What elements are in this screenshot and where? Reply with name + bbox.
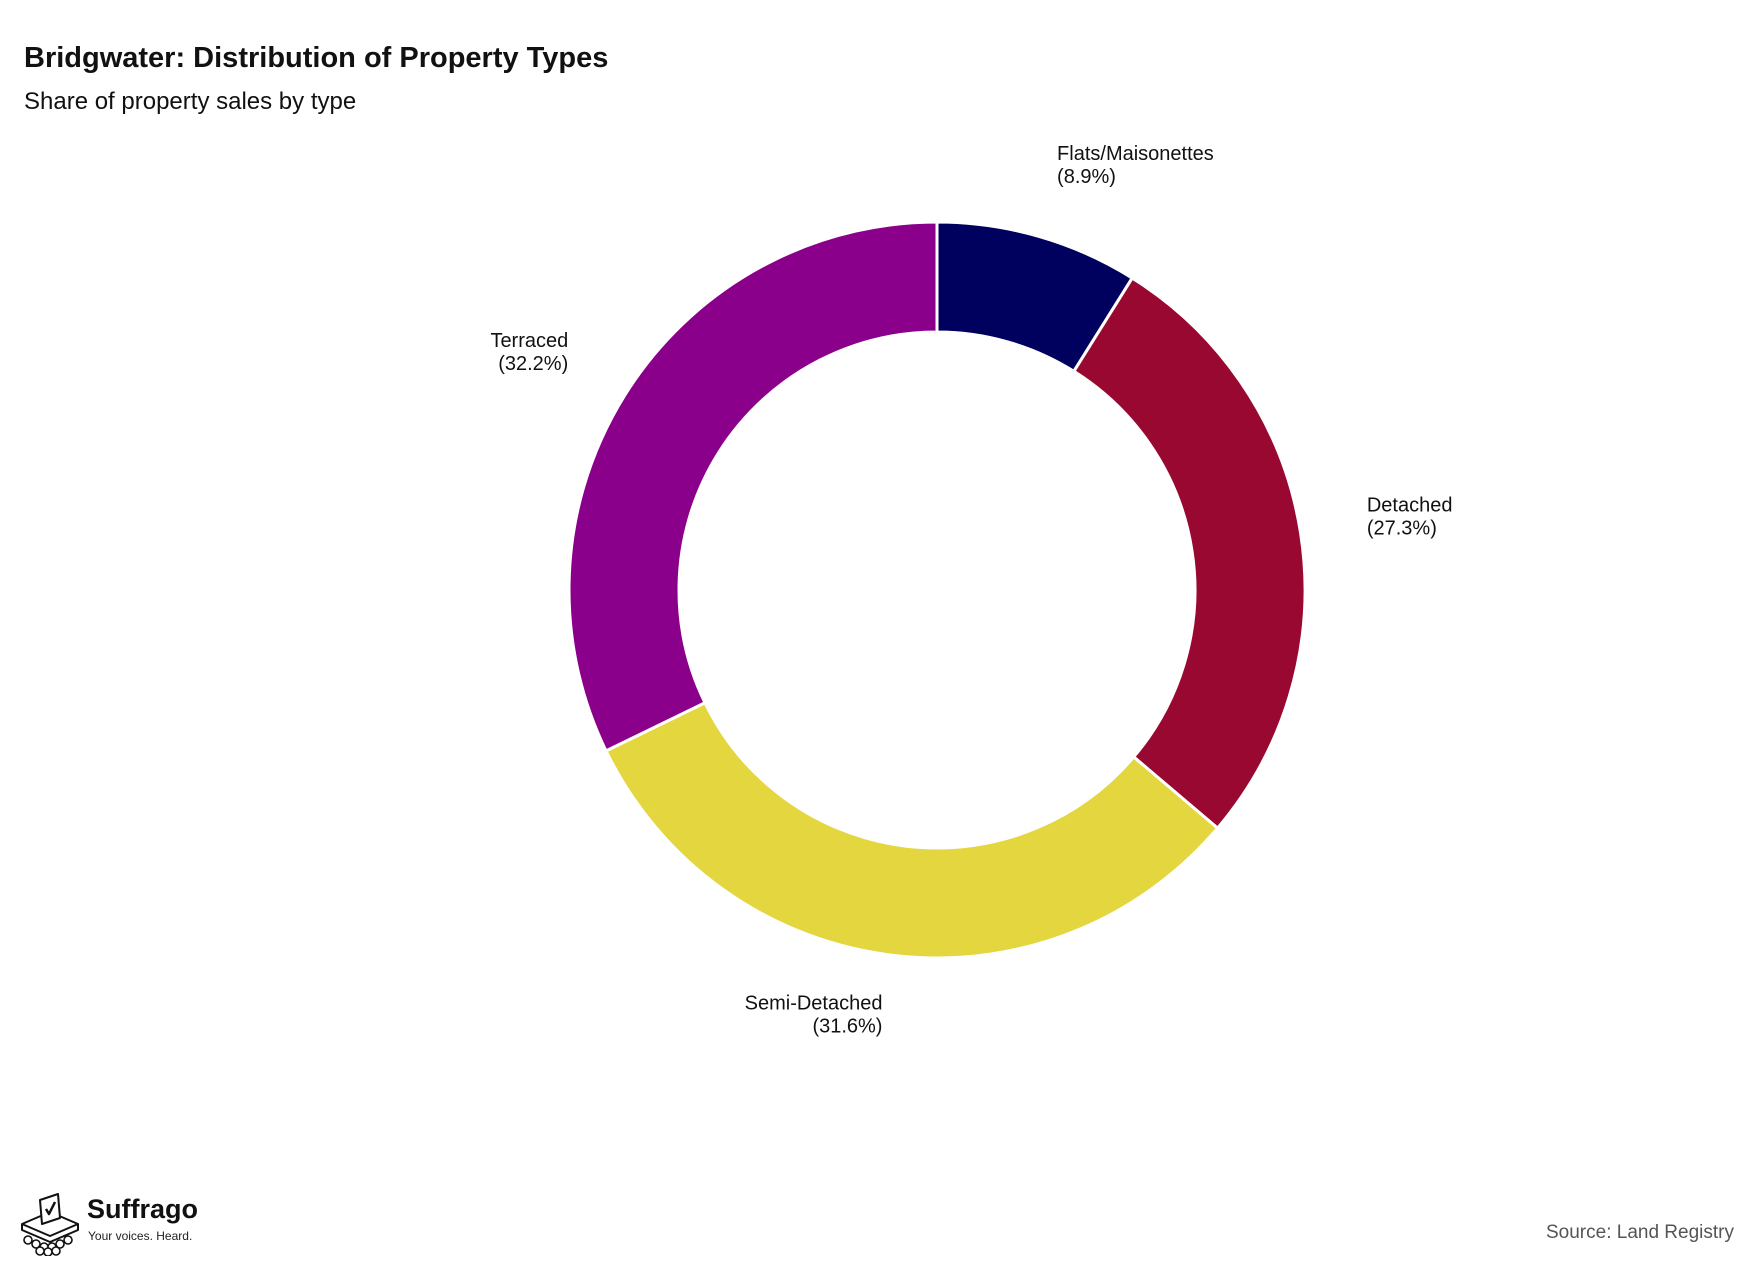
slice-label-value: (8.9%) [1057,166,1116,188]
source-note: Source: Land Registry [1546,1222,1734,1243]
slice-label-name: Semi-Detached [745,993,883,1015]
suffrago-logo: Suffrago Your voices. Heard. [14,1190,214,1256]
slice-label-semi-detached: Semi-Detached (31.6%) [745,993,883,1038]
chart-title: Bridgwater: Distribution of Property Typ… [24,42,609,74]
slice-label-value: (27.3%) [1367,517,1437,539]
ballot-box-icon [21,1193,79,1256]
donut-slice-semi-detached [604,701,1220,960]
slice-label-name: Detached [1367,494,1453,516]
slice-label-name: Terraced [490,330,568,352]
slice-label-name: Flats/Maisonettes [1057,143,1214,165]
slice-label-value: (31.6%) [812,1016,882,1038]
logo-name: Suffrago [87,1194,198,1224]
donut-slices [567,220,1307,960]
logo-tagline: Your voices. Heard. [88,1229,193,1243]
slice-label-terraced: Terraced (32.2%) [490,330,568,375]
slice-label-flats-maisonettes: Flats/Maisonettes (8.9%) [1057,143,1214,188]
slice-label-detached: Detached (27.3%) [1367,494,1453,539]
chart-subtitle: Share of property sales by type [24,88,357,115]
donut-slice-detached [1072,276,1307,830]
slice-label-value: (32.2%) [498,353,568,375]
donut-slice-terraced [567,220,939,753]
slice-labels: Flats/Maisonettes (8.9%) Detached (27.3%) Se… [490,143,1452,1038]
